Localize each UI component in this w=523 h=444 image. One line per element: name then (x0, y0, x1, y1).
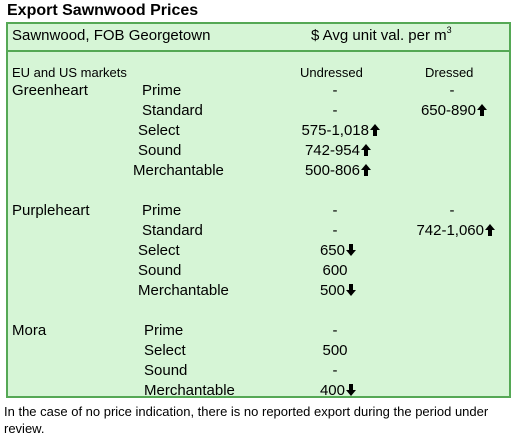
grade-label: Sound (144, 362, 188, 379)
undressed-value: 500 (322, 342, 348, 359)
grade-label: Prime (144, 322, 184, 339)
arrow-up-icon (361, 164, 371, 176)
arrow-up-icon (370, 124, 380, 136)
grade-label: Merchantable (133, 162, 224, 179)
grade-label: Select (138, 242, 180, 259)
arrow-up-icon (361, 144, 371, 156)
grade-label: Merchantable (144, 382, 235, 399)
grade-label: Standard (142, 102, 203, 119)
undressed-value: 400 (319, 382, 345, 399)
undressed-value: - (332, 202, 338, 219)
undressed-value: 500 (319, 282, 345, 299)
grade-label: Merchantable (138, 282, 229, 299)
undressed-value: - (332, 82, 338, 99)
undressed-value-cell: 650 (250, 242, 356, 259)
col-dressed-header: Dressed (425, 65, 474, 80)
arrow-down-icon (346, 284, 356, 296)
grade-label: Standard (142, 222, 203, 239)
arrow-up-icon (485, 224, 495, 236)
dressed-value-cell: 742-1,060 (380, 222, 495, 239)
dressed-value: - (449, 202, 455, 219)
species-purpleheart: Purpleheart (12, 202, 90, 219)
undressed-value: 575-1,018 (301, 122, 369, 139)
undressed-value: 742-954 (304, 142, 360, 159)
dressed-value: 650-890 (420, 102, 476, 119)
arrow-up-icon (477, 104, 487, 116)
species-mora: Mora (12, 322, 47, 339)
dressed-value: - (449, 82, 455, 99)
footnote: In the case of no price indication, ther… (4, 404, 489, 436)
undressed-value: - (332, 222, 338, 239)
dressed-value-cell: 650-890 (380, 102, 487, 119)
species-greenheart: Greenheart (12, 82, 88, 99)
undressed-value: - (332, 362, 338, 379)
markets-label: EU and US markets (12, 65, 127, 80)
undressed-value: 650 (319, 242, 345, 259)
undressed-value: - (332, 102, 338, 119)
header-divider (6, 50, 511, 52)
undressed-value: 500-806 (304, 162, 360, 179)
undressed-value: - (332, 322, 338, 339)
grade-label: Select (144, 342, 186, 359)
undressed-value-cell: 400 (250, 382, 356, 399)
grade-label: Prime (142, 82, 182, 99)
undressed-value-cell: 500 (250, 282, 356, 299)
undressed-value-cell: 575-1,018 (250, 122, 380, 139)
grade-label: Select (138, 122, 180, 139)
grade-label: Sound (138, 142, 182, 159)
arrow-down-icon (346, 384, 356, 396)
undressed-value-cell: 500-806 (250, 162, 371, 179)
header-unit: $ Avg unit val. per m3 (311, 25, 452, 45)
grade-label: Sound (138, 262, 182, 279)
page-title: Export Sawnwood Prices (7, 2, 199, 19)
undressed-value-cell: 742-954 (250, 142, 371, 159)
col-undressed-header: Undressed (300, 65, 363, 80)
undressed-value: 600 (322, 262, 348, 279)
arrow-down-icon (346, 244, 356, 256)
header-sawnwood-fob: Sawnwood, FOB Georgetown (12, 27, 211, 44)
dressed-value: 742-1,060 (416, 222, 484, 239)
grade-label: Prime (142, 202, 182, 219)
price-table (6, 22, 511, 398)
